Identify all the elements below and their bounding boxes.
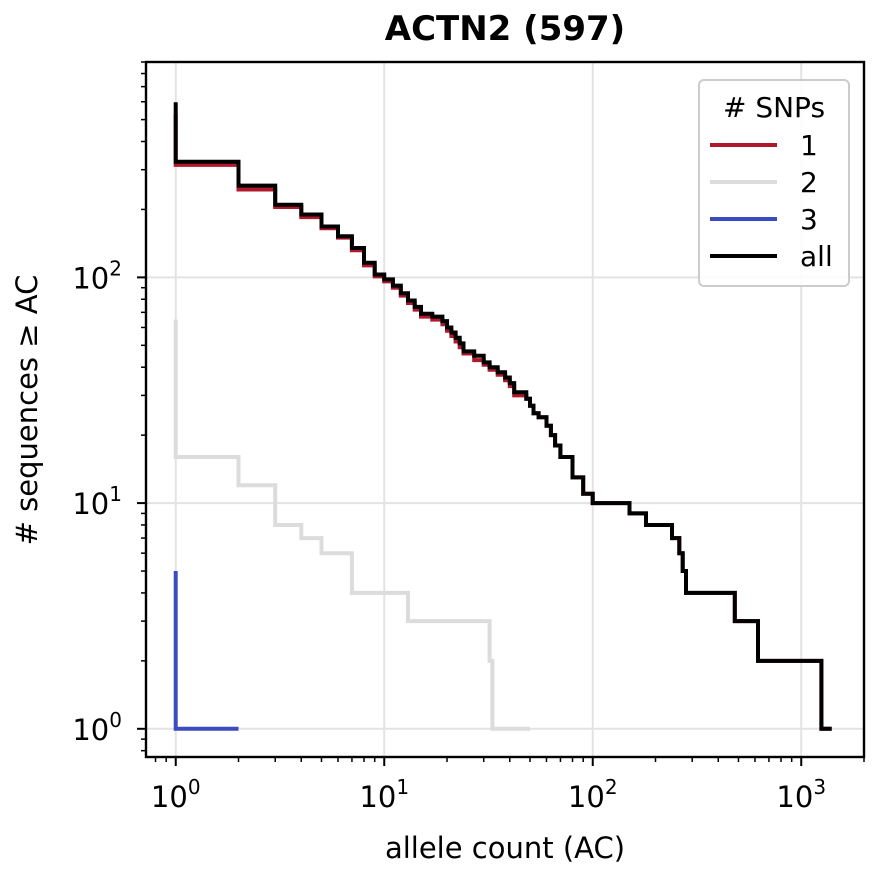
series-line-3 xyxy=(173,571,239,731)
x-tick-label-0: 100 xyxy=(151,775,201,814)
chart-title: ACTN2 (597) xyxy=(385,9,625,49)
y-tick-label-1: 101 xyxy=(72,482,122,521)
legend-label-1: 1 xyxy=(800,129,818,162)
plot-frame xyxy=(144,60,866,759)
x-tick-label-3: 103 xyxy=(776,775,826,814)
series-line-all xyxy=(173,102,832,731)
y-tick-label-2: 102 xyxy=(72,256,122,295)
y-axis-label: # sequences ≥ AC xyxy=(10,275,44,546)
x-tick-label-2: 102 xyxy=(568,775,618,814)
legend-title: # SNPs xyxy=(723,91,825,124)
ticks: 100 101 102 103 100 101 102 xyxy=(72,61,865,814)
x-tick-label-1: 101 xyxy=(359,775,409,814)
legend-label-3: 3 xyxy=(800,203,818,236)
x-axis-label: allele count (AC) xyxy=(385,831,625,865)
series-layer xyxy=(173,102,832,731)
series-line-2 xyxy=(173,319,530,731)
legend-label-all: all xyxy=(800,240,833,273)
legend-label-2: 2 xyxy=(800,166,818,199)
legend-entries: 1 2 3 all xyxy=(710,129,833,273)
legend: # SNPs 1 2 3 all xyxy=(698,79,850,287)
y-tick-label-0: 100 xyxy=(72,708,122,747)
